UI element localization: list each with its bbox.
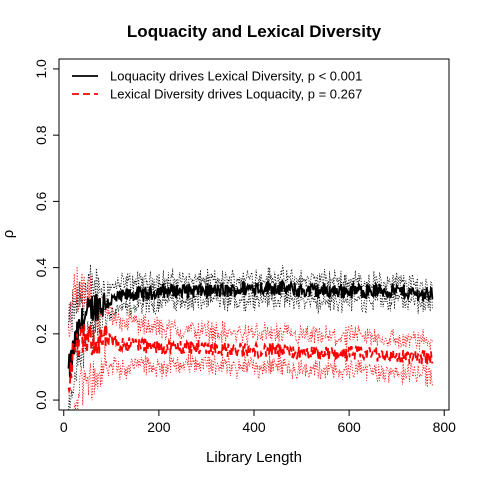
y-axis: 0.0 0.2 0.4 0.6 0.8 1.0 — [33, 59, 59, 410]
legend-label-2: Lexical Diversity drives Loquacity, p = … — [110, 87, 362, 102]
series-1-line — [67, 278, 434, 378]
y-tick-label: 0.8 — [33, 125, 49, 145]
x-axis-label: Library Length — [206, 449, 302, 466]
x-tick-label: 600 — [337, 419, 361, 435]
legend: Loquacity drives Lexical Diversity, p < … — [72, 69, 362, 102]
confidence-bands — [68, 264, 433, 411]
series-2-line — [67, 324, 434, 395]
y-tick-label: 0.0 — [33, 390, 49, 410]
series-1-upper-band — [68, 264, 433, 333]
series-1-lower-band — [68, 285, 433, 411]
y-tick-label: 0.6 — [33, 191, 49, 211]
x-tick-label: 0 — [60, 419, 68, 435]
chart-title: Loquacity and Lexical Diversity — [127, 22, 382, 41]
y-tick-label: 0.2 — [33, 324, 49, 344]
legend-label-1: Loquacity drives Lexical Diversity, p < … — [110, 69, 362, 84]
series-2-lower-band — [68, 342, 433, 411]
x-tick-label: 200 — [147, 419, 171, 435]
y-tick-label: 1.0 — [33, 59, 49, 79]
y-tick-label: 0.4 — [33, 258, 49, 278]
y-axis-label: ρ — [0, 230, 17, 239]
x-axis: 0 200 400 600 800 — [60, 410, 456, 435]
series-lines — [67, 278, 434, 395]
x-tick-label: 400 — [242, 419, 266, 435]
series-2-upper-band — [68, 266, 433, 352]
x-tick-label: 800 — [433, 419, 457, 435]
